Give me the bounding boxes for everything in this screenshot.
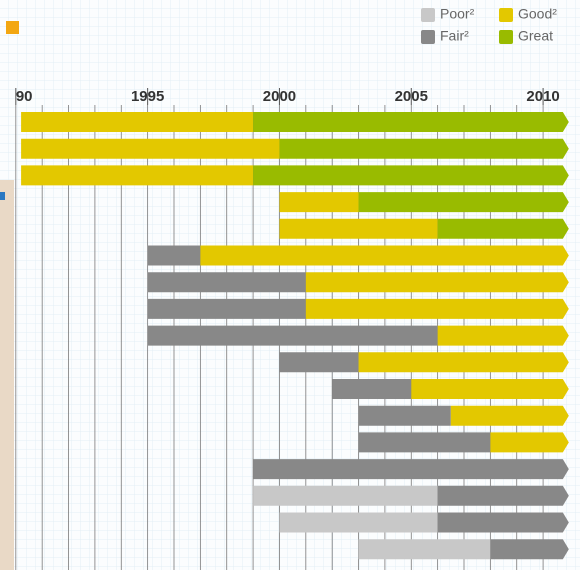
x-tick-label: 1995 <box>131 88 164 105</box>
legend-label: Good² <box>518 6 557 22</box>
timeline-segment <box>21 139 279 159</box>
timeline-segment <box>332 379 411 399</box>
legend-label: Great <box>518 28 553 44</box>
timeline-segment <box>253 459 569 479</box>
timeline-segment <box>148 326 438 346</box>
timeline-segment <box>359 406 451 426</box>
timeline-segment <box>200 246 568 266</box>
timeline-segment <box>148 272 306 292</box>
timeline-segment <box>438 219 569 239</box>
legend-label: Fair² <box>440 28 469 44</box>
timeline-segment <box>359 432 491 452</box>
timeline-segment <box>490 539 568 559</box>
timeline-segment <box>438 326 569 346</box>
corner-square <box>6 21 19 34</box>
legend-swatch <box>421 8 435 22</box>
timeline-segment <box>279 139 568 159</box>
timeline-segment <box>490 432 568 452</box>
side-photo <box>0 180 14 570</box>
x-tick-label: 2010 <box>526 88 559 105</box>
x-tick-label: 2000 <box>263 88 296 105</box>
timeline-segment <box>279 513 437 533</box>
timeline-segment <box>148 246 201 266</box>
timeline-segment <box>279 192 358 212</box>
timeline-segment <box>21 112 253 132</box>
legend-swatch <box>499 30 513 44</box>
timeline-segment <box>438 486 569 506</box>
x-tick-label: 90 <box>16 88 33 105</box>
timeline-segment <box>21 165 253 185</box>
timeline-segment <box>306 272 569 292</box>
timeline-segment <box>438 513 569 533</box>
timeline-segment <box>253 165 569 185</box>
page: 901995200020052010Poor²Fair²Good²Great (… <box>0 0 580 570</box>
timeline-segment <box>359 352 569 372</box>
timeline-segment <box>253 112 569 132</box>
timeline-segment <box>359 539 491 559</box>
legend-label: Poor² <box>440 6 475 22</box>
timeline-segment <box>359 192 569 212</box>
legend-swatch <box>499 8 513 22</box>
timeline-segment <box>279 352 358 372</box>
timeline-segment <box>411 379 569 399</box>
timeline-segment <box>306 299 569 319</box>
timeline-segment <box>279 219 437 239</box>
chart: 90 1995 2000 2005 2010 Poor² Fair² Good² Great <box>0 0 580 570</box>
timeline-segment <box>253 486 438 506</box>
legend-swatch <box>421 30 435 44</box>
side-marker <box>0 192 5 200</box>
x-tick-label: 2005 <box>395 88 428 105</box>
timeline-segment <box>148 299 306 319</box>
timeline-segment <box>451 406 569 426</box>
